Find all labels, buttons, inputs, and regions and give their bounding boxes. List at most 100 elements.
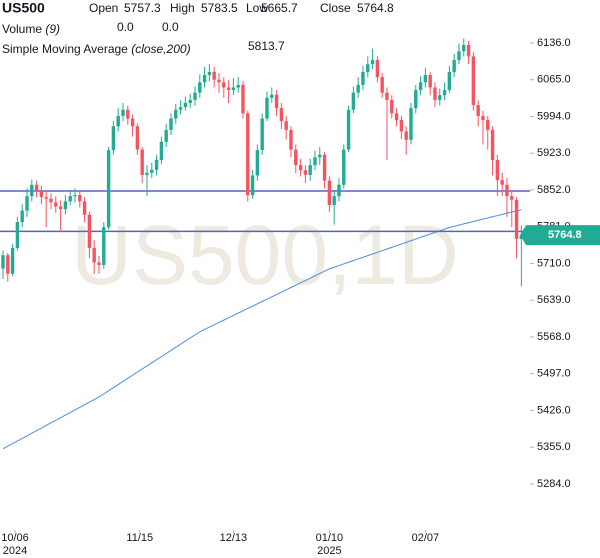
y-tick-label: 5497.0: [537, 368, 571, 380]
candle-body: [250, 175, 255, 196]
candle-body: [313, 157, 317, 166]
candle-body: [164, 129, 168, 142]
x-tick-label: 11/15: [126, 532, 153, 544]
candle-body: [500, 180, 504, 185]
candle-body: [25, 196, 29, 211]
candle-body: [452, 60, 456, 72]
price-label: 5764.8: [548, 229, 582, 241]
volume-label: Volume (9): [2, 22, 60, 36]
candle-body: [284, 121, 288, 130]
candle-body: [49, 198, 53, 203]
candle-body: [370, 60, 375, 65]
candle-body: [327, 180, 332, 205]
candle-body: [274, 94, 279, 109]
sma-value: 5813.7: [248, 39, 285, 53]
volume-value: 0.0: [162, 20, 179, 34]
candle-body: [418, 82, 423, 91]
candle-body: [58, 206, 63, 210]
candle-body: [303, 170, 308, 175]
candle-body: [346, 109, 351, 150]
candle-body: [226, 87, 231, 91]
candle-body: [222, 82, 226, 88]
candle-body: [505, 184, 509, 197]
candle-body: [54, 202, 58, 207]
x-tick-label: 01/10: [316, 532, 344, 544]
candle-body: [279, 108, 284, 122]
candle-body: [404, 131, 408, 140]
candle-body: [265, 97, 269, 119]
candle-body: [217, 79, 221, 83]
candle-body: [481, 115, 485, 121]
volume-name: Volume: [2, 22, 42, 36]
candle-body: [380, 77, 384, 93]
candle-body: [159, 141, 164, 160]
candle-body: [394, 113, 399, 121]
candle-body: [102, 227, 106, 265]
candle-body: [106, 150, 111, 228]
candle-body: [361, 71, 365, 85]
candle-body: [471, 56, 476, 106]
candle-body: [193, 92, 197, 100]
candle-body: [73, 195, 77, 197]
candle-body: [188, 99, 192, 103]
open-label: Open: [89, 1, 118, 15]
x-tick-label: 10/06: [1, 532, 29, 544]
candle-body: [1, 255, 5, 269]
y-tick-label: 5568.0: [537, 331, 571, 343]
candle-body: [490, 129, 495, 160]
candle-body: [20, 210, 24, 223]
candle-body: [399, 120, 404, 132]
candle-body: [111, 126, 116, 151]
candle-body: [510, 196, 514, 200]
candle-body: [351, 92, 356, 110]
candle-body: [183, 102, 188, 108]
x-tick-year: 2024: [3, 545, 27, 557]
candle-body: [375, 60, 380, 78]
volume-value: 0.0: [117, 20, 134, 34]
candle-body: [68, 196, 72, 202]
candle-body: [116, 115, 120, 127]
axes: 5284.0 5355.0 5426.0 5497.0 5568.0 5639.0 5710…: [1, 37, 600, 557]
candle-body: [366, 64, 370, 72]
candle-body: [337, 184, 341, 197]
candle-body: [342, 149, 346, 185]
candle-body: [44, 197, 48, 199]
y-tick-label: 5355.0: [537, 441, 571, 453]
y-tick-label: 6136.0: [537, 37, 571, 49]
candle-body: [92, 247, 96, 263]
candle-body: [442, 90, 447, 96]
high-label: High: [170, 1, 195, 15]
plot-area: US500,1D: [0, 38, 530, 450]
candle-body: [390, 99, 394, 114]
candle-body: [298, 165, 303, 171]
close-value: 5764.8: [357, 1, 394, 15]
candle-body: [428, 75, 432, 88]
candle-body: [318, 154, 322, 158]
y-tick-label: 5994.0: [537, 110, 571, 122]
candle-body: [154, 159, 159, 170]
open-value: 5757.3: [124, 1, 161, 15]
candle-body: [150, 169, 154, 173]
candle-body: [476, 105, 480, 116]
candle-body: [409, 108, 413, 140]
candle-body: [212, 71, 216, 80]
candle-body: [255, 150, 260, 176]
candle-body: [414, 90, 418, 109]
candle-body: [438, 95, 442, 100]
x-tick-label: 12/13: [220, 532, 248, 544]
candle-body: [246, 113, 250, 196]
candle-body: [486, 120, 490, 130]
candle-body: [356, 84, 360, 93]
candle-body: [15, 222, 20, 248]
candle-body: [39, 190, 44, 198]
candle-body: [447, 71, 452, 91]
candle-body: [433, 87, 437, 100]
low-value: 5665.7: [261, 1, 298, 15]
y-tick-label: 5639.0: [537, 294, 571, 306]
candle-body: [140, 149, 144, 175]
candle-body: [121, 109, 125, 116]
sma-name: Simple Moving Average: [2, 42, 128, 56]
y-tick-label: 5710.0: [537, 257, 571, 269]
candle-body: [202, 75, 207, 83]
